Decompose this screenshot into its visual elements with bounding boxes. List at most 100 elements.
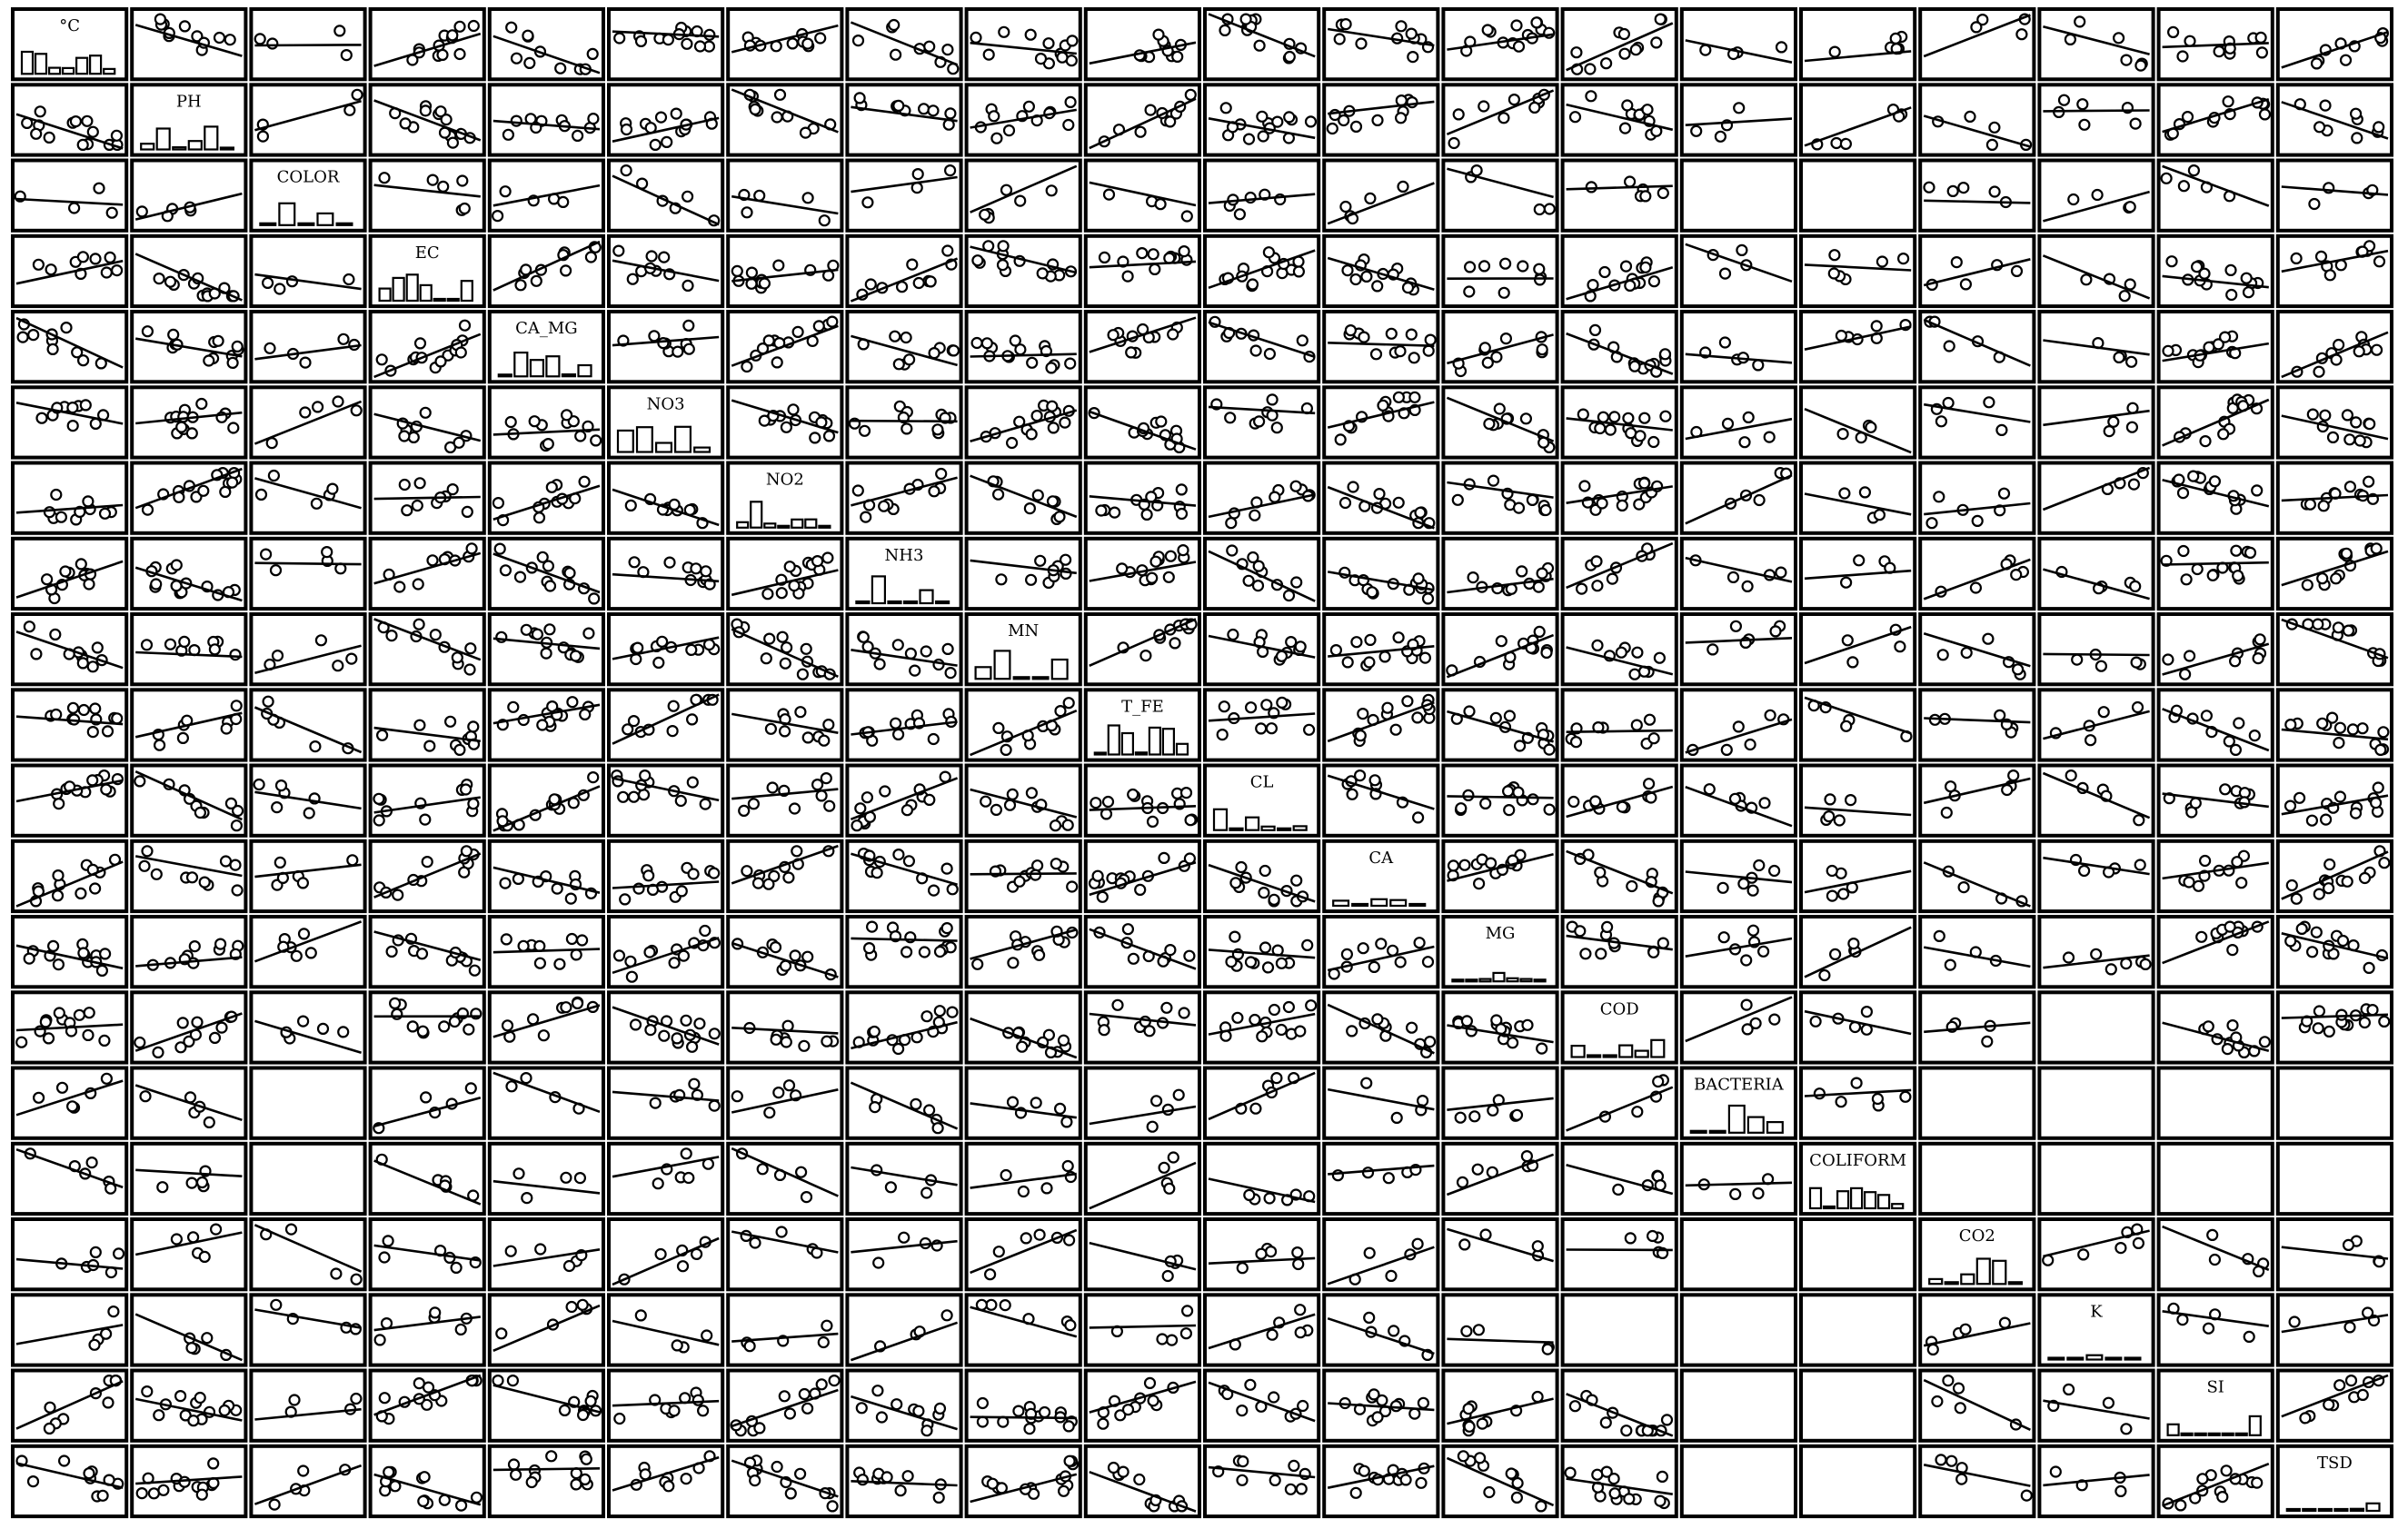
scatter-point <box>1543 803 1556 816</box>
fit-line <box>2162 164 2270 207</box>
scatter-point <box>892 99 905 113</box>
scatter-point <box>2134 59 2147 72</box>
scatter-point <box>1628 360 1641 372</box>
fit-line <box>612 30 720 38</box>
scatter-panel-ca-vs-mn <box>964 839 1082 914</box>
scatter-panel-no3-vs-cl <box>1203 385 1321 460</box>
scatter-point <box>66 701 80 714</box>
scatter-point <box>2160 554 2173 567</box>
scatter-point <box>1163 252 1176 264</box>
scatter-point <box>2067 193 2080 206</box>
scatter-point <box>2295 922 2308 936</box>
scatter-point <box>626 273 639 285</box>
scatter-point <box>1025 787 1039 799</box>
scatter-point <box>135 205 148 218</box>
scatter-point <box>463 663 476 676</box>
scatter-point <box>2231 856 2244 869</box>
fit-line <box>1089 805 1197 811</box>
scatter-point <box>2353 434 2366 447</box>
scatter-point <box>2102 1396 2114 1409</box>
scatter-point <box>270 1298 283 1311</box>
fit-line <box>1923 402 2031 423</box>
scatter-point <box>454 1323 467 1336</box>
scatter-point <box>910 1097 922 1111</box>
panel-frame <box>2275 1217 2394 1292</box>
scatter-point <box>1042 37 1055 50</box>
scatter-panel-ca-vs-mg <box>1441 839 1559 914</box>
scatter-point <box>1838 487 1851 500</box>
fit-line <box>1447 710 1554 743</box>
scatter-panel-ec-vs-mg <box>1441 233 1559 309</box>
scatter-point <box>1023 501 1037 515</box>
scatter-panel-ph-vs-mn <box>964 83 1082 157</box>
scatter-panel-cl-vs-ca-mg <box>487 763 605 838</box>
scatter-point <box>2284 935 2297 948</box>
scatter-point <box>43 131 55 144</box>
scatter-point <box>2235 877 2248 889</box>
fit-line <box>15 113 124 150</box>
histogram-bar <box>446 297 460 303</box>
scatter-point <box>2363 418 2376 431</box>
scatter-point <box>564 892 577 905</box>
scatter-point <box>1447 859 1460 872</box>
scatter-point <box>2191 261 2204 273</box>
scatter-panel-ca-mg-vs-color <box>249 310 367 384</box>
scatter-panel-color-vs-bacteria <box>1679 158 1798 233</box>
scatter-point <box>999 1298 1011 1312</box>
scatter-point <box>73 1008 86 1021</box>
scatter-point <box>1040 1182 1053 1195</box>
scatter-point <box>2184 650 2196 662</box>
scatter-point <box>262 276 274 289</box>
scatter-point <box>27 329 40 342</box>
scatter-point <box>1364 633 1377 647</box>
scatter-point <box>1458 859 1471 871</box>
scatter-point <box>1414 506 1427 519</box>
scatter-point <box>271 800 284 814</box>
scatter-point <box>1716 881 1729 894</box>
scatter-point <box>1381 701 1394 714</box>
scatter-point <box>2198 267 2211 280</box>
scatter-point <box>1756 945 1770 958</box>
scatter-point <box>1959 1323 1972 1335</box>
scatter-panel-mg-vs-co2 <box>1918 915 2036 989</box>
scatter-panel-color-vs-degc <box>11 158 129 233</box>
scatter-point <box>871 866 883 879</box>
scatter-point <box>1533 273 1547 286</box>
fit-line <box>373 99 482 142</box>
fit-line <box>1447 33 1554 51</box>
scatter-point <box>745 266 759 279</box>
scatter-point <box>350 1273 363 1286</box>
scatter-point <box>2107 415 2120 428</box>
scatter-point <box>296 877 309 889</box>
scatter-point <box>642 869 655 882</box>
fit-line <box>970 559 1077 575</box>
scatter-point <box>2162 344 2174 357</box>
scatter-point <box>560 1171 572 1184</box>
scatter-panel-degc-vs-si <box>2156 7 2274 82</box>
panel-frame <box>1322 688 1440 762</box>
scatter-panel-k-vs-ec <box>368 1293 486 1367</box>
scatter-point <box>2373 121 2385 134</box>
scatter-point <box>1411 811 1425 824</box>
scatter-point <box>415 948 429 960</box>
variable-label: CA_MG <box>515 319 578 338</box>
scatter-point <box>75 887 87 900</box>
scatter-point <box>1175 483 1188 496</box>
fit-line <box>1447 167 1554 199</box>
scatter-point <box>297 928 311 940</box>
scatter-panel-color-vs-tsd <box>2275 158 2394 233</box>
histogram-bar <box>259 222 277 226</box>
scatter-point <box>1247 551 1259 564</box>
scatter-point <box>889 330 901 343</box>
scatter-point <box>1136 247 1149 260</box>
scatter-point <box>230 700 243 712</box>
scatter-point <box>666 724 679 738</box>
scatter-panel-mg-vs-color <box>249 915 367 989</box>
scatter-point <box>1357 942 1369 955</box>
fit-line <box>1208 493 1316 519</box>
histogram-bar <box>2234 1432 2248 1436</box>
scatter-point <box>771 1460 783 1474</box>
scatter-point <box>1024 573 1038 586</box>
scatter-point <box>2187 164 2200 177</box>
scatter-panel-bacteria-vs-no3 <box>607 1066 725 1140</box>
